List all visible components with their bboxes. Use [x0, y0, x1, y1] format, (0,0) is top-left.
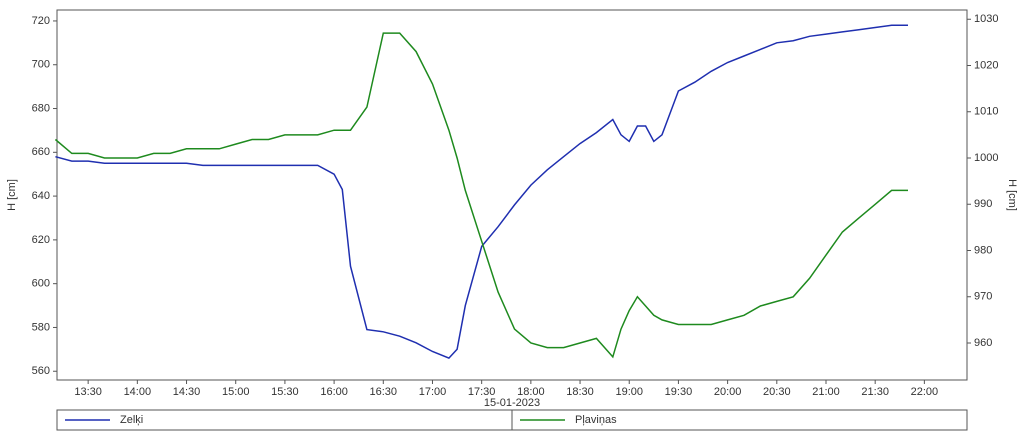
- x-tick-label: 16:00: [320, 386, 348, 398]
- series-line: [55, 24, 908, 359]
- y-tick-label: 560: [32, 365, 50, 377]
- x-tick-label: 19:00: [615, 386, 643, 398]
- y-tick-label: 640: [32, 190, 50, 202]
- x-tick-label: 21:30: [861, 386, 889, 398]
- x-tick-label: 18:00: [517, 386, 545, 398]
- y2-axis-label: H [cm]: [1006, 179, 1018, 211]
- x-tick-label: 21:00: [812, 386, 840, 398]
- legend-label: Pļaviņas: [575, 414, 617, 426]
- y-tick-label: 700: [32, 59, 50, 71]
- y-tick-label: 620: [32, 234, 50, 246]
- y2-tick-label: 980: [974, 244, 992, 256]
- y-tick-label: 680: [32, 102, 50, 114]
- x-tick-label: 19:30: [665, 386, 693, 398]
- y-tick-label: 720: [32, 15, 50, 27]
- x-tick-label: 22:00: [911, 386, 939, 398]
- x-axis-label: 15-01-2023: [484, 397, 540, 409]
- y2-tick-label: 1030: [974, 13, 998, 25]
- plot-frame: [56, 9, 968, 381]
- y2-tick-label: 960: [974, 337, 992, 349]
- x-tick-label: 17:00: [419, 386, 447, 398]
- y2-tick-label: 970: [974, 291, 992, 303]
- series-line: [54, 32, 908, 359]
- x-tick-label: 15:30: [271, 386, 299, 398]
- y-tick-label: 660: [32, 146, 50, 158]
- x-tick-label: 18:30: [566, 386, 594, 398]
- y-tick-label: 600: [32, 278, 50, 290]
- x-tick-label: 20:30: [763, 386, 791, 398]
- y2-tick-label: 1020: [974, 59, 998, 71]
- y-axis-label: H [cm]: [6, 179, 18, 211]
- y2-tick-label: 1010: [974, 106, 998, 118]
- y2-tick-label: 1000: [974, 152, 998, 164]
- legend-label: Zelķi: [120, 414, 143, 426]
- x-tick-label: 20:00: [714, 386, 742, 398]
- y2-tick-label: 990: [974, 198, 992, 210]
- x-tick-label: 17:30: [468, 386, 496, 398]
- x-tick-label: 14:30: [173, 386, 201, 398]
- x-tick-label: 14:00: [124, 386, 152, 398]
- x-tick-label: 16:30: [370, 386, 398, 398]
- y-tick-label: 580: [32, 321, 50, 333]
- x-tick-label: 13:30: [74, 386, 102, 398]
- x-tick-label: 15:00: [222, 386, 250, 398]
